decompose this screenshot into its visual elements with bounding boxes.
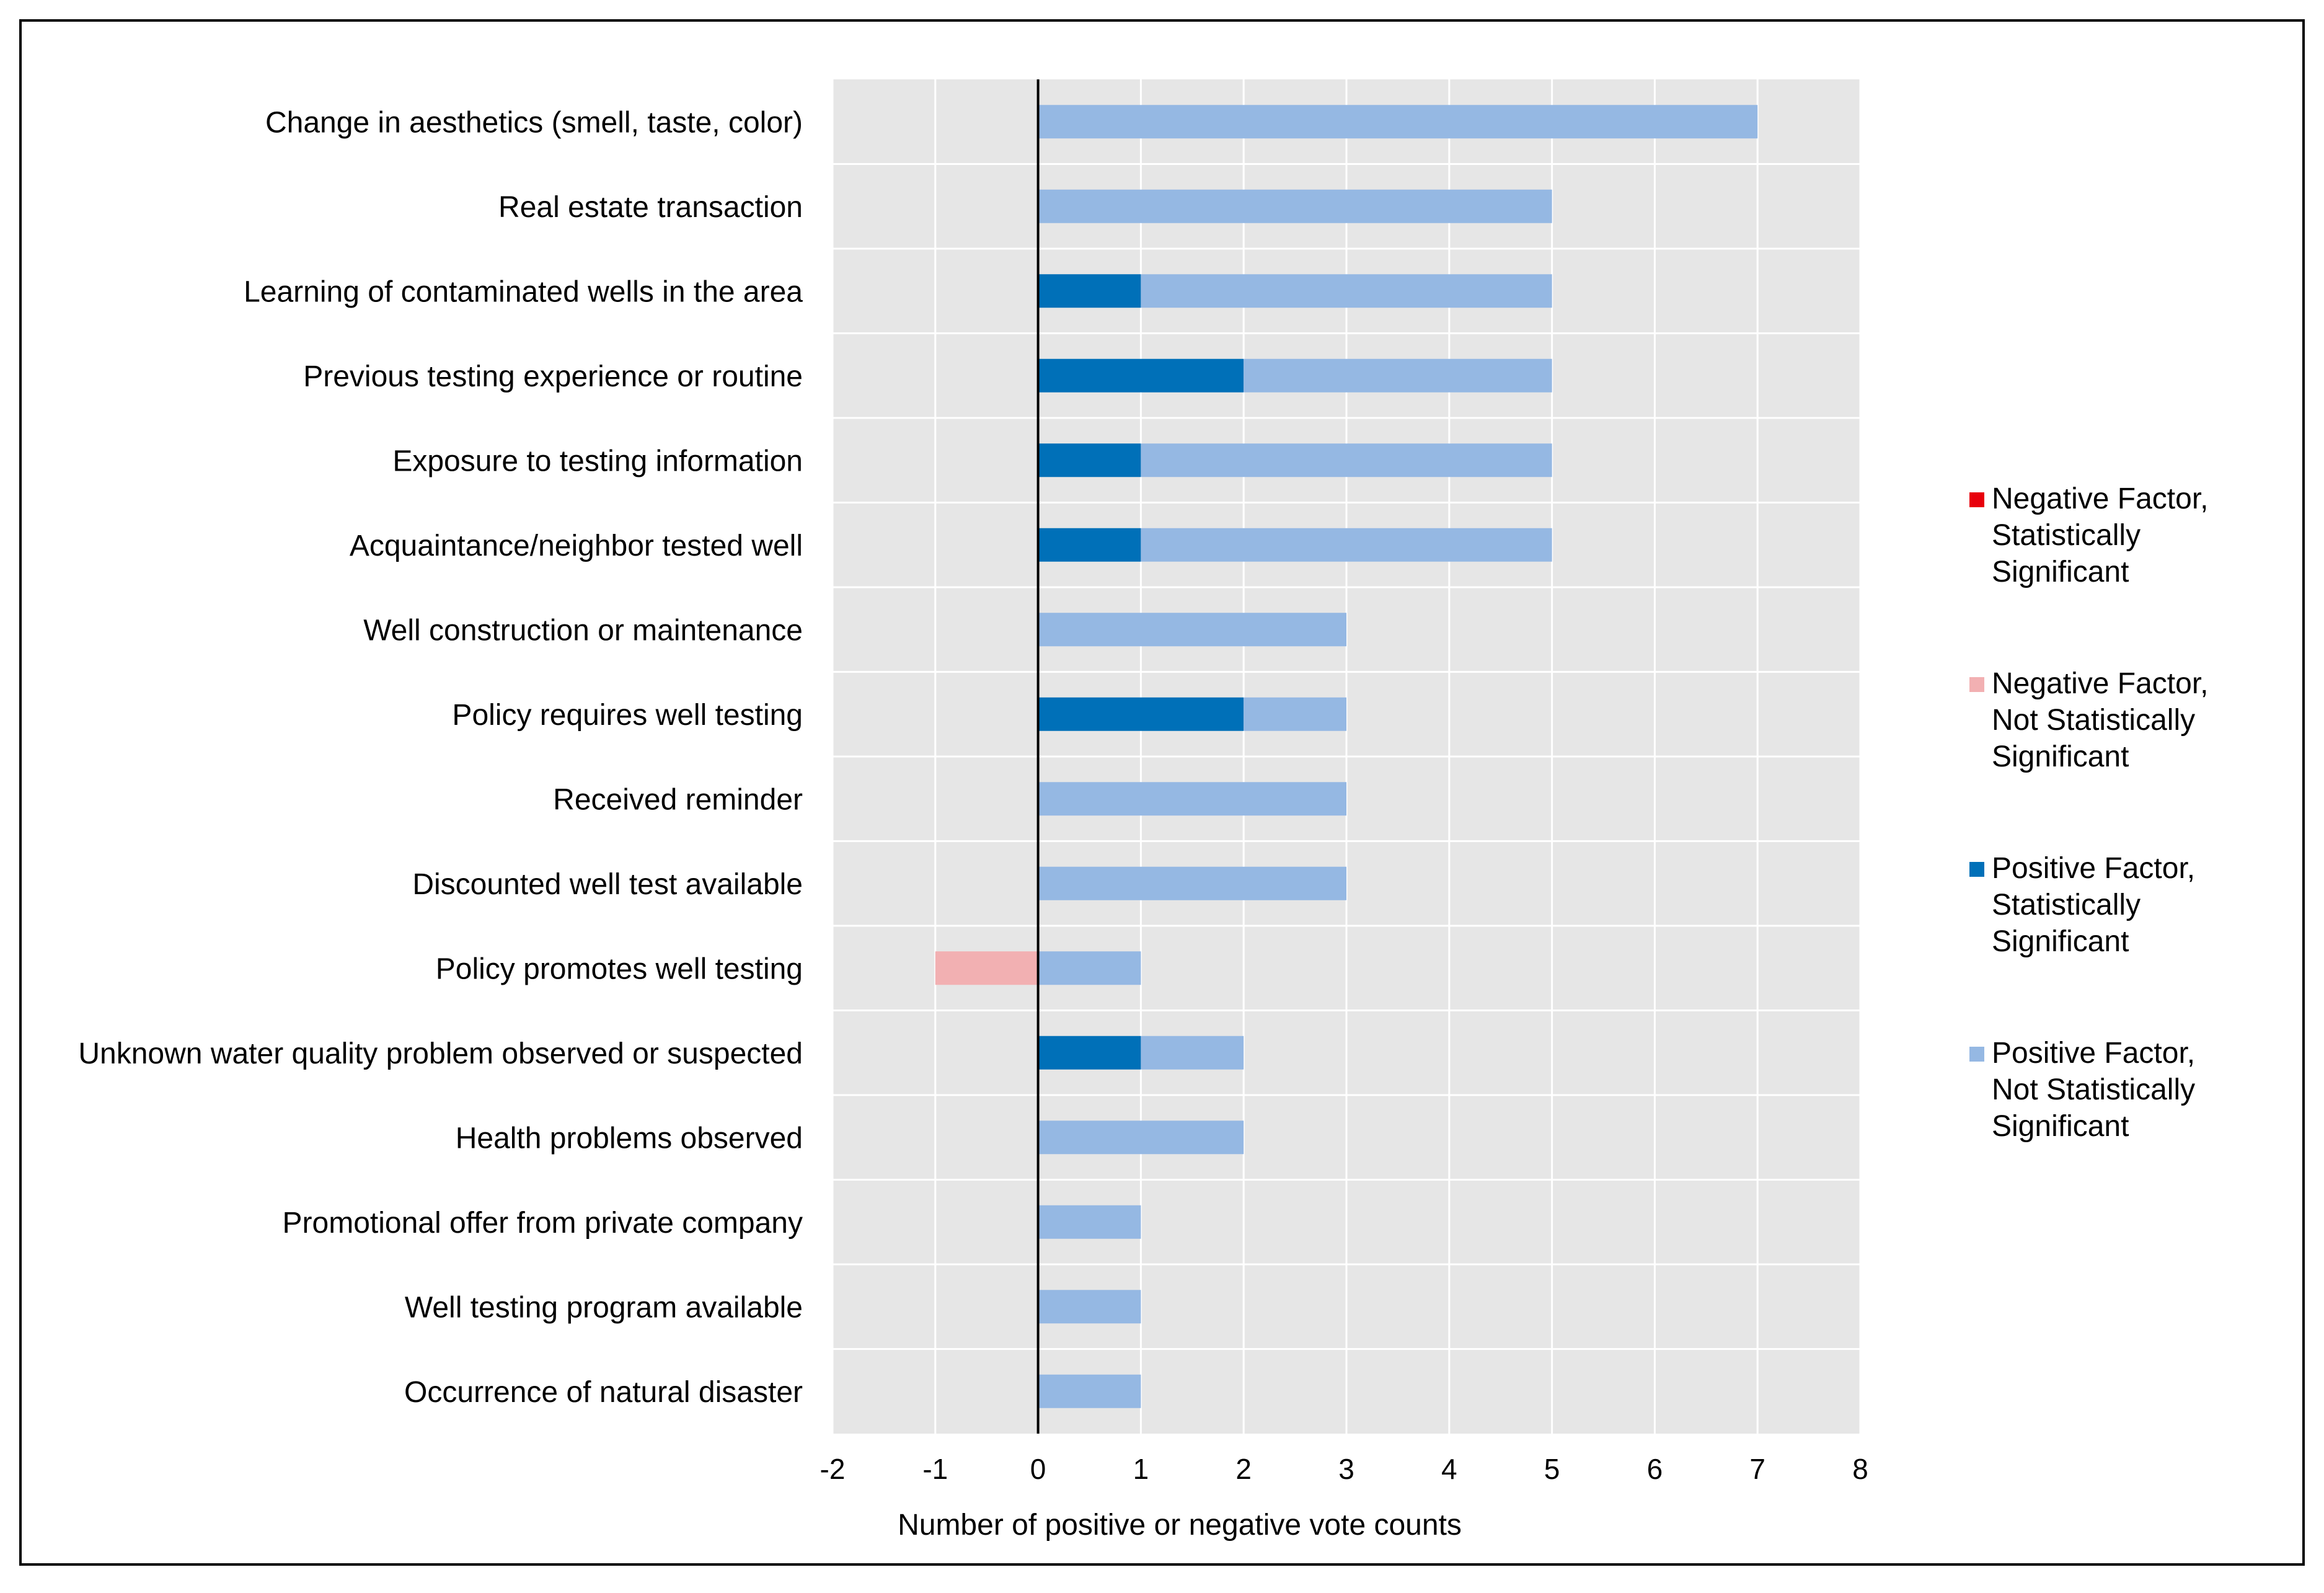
category-label: Learning of contaminated wells in the ar… [244,275,803,308]
bar-segment [1038,613,1346,647]
bar-segment [1038,274,1141,308]
x-axis-title: Number of positive or negative vote coun… [898,1509,1462,1542]
bar-segment [1244,358,1552,393]
legend-label: Positive Factor, [1992,852,2195,885]
bar-segment [1038,866,1346,900]
bar-segment [935,951,1038,985]
bar-segment [1141,1036,1244,1070]
category-label: Previous testing experience or routine [303,360,803,393]
x-tick-label: 2 [1235,1453,1252,1485]
legend-item: Positive Factor, Statistically Significant [1969,852,2195,958]
bar-segment [1038,782,1346,816]
x-tick-label: 3 [1338,1453,1354,1485]
bar-segment [1141,528,1552,562]
legend-label: Positive Factor, [1992,1037,2195,1070]
legend-swatch [1969,677,1984,692]
x-tick-label: 7 [1749,1453,1765,1485]
bar-segment [1038,1290,1141,1324]
x-tick-labels: -2 -1 0 1 2 3 4 5 6 7 8 [820,1453,1868,1485]
legend-label: Significant [1992,740,2129,773]
legend-swatch [1969,492,1984,507]
bar-segment [1244,697,1346,731]
legend-item: Negative Factor, Statistically Significant [1969,482,2209,588]
legend-swatch [1969,862,1984,877]
bar-segment [1141,274,1552,308]
category-label: Policy requires well testing [452,699,803,732]
bar-segment [1038,528,1141,562]
x-tick-label: 8 [1852,1453,1868,1485]
bar-segment [1038,1374,1141,1408]
legend-label: Negative Factor, [1992,667,2209,700]
bar-segment [1038,189,1552,223]
legend-label: Not Statistically [1992,704,2195,737]
legend: Negative Factor, Statistically Significant… [1969,482,2209,1143]
bar-segment [1141,443,1552,477]
x-tick-label: -1 [922,1453,948,1485]
category-label: Well testing program available [405,1291,803,1324]
category-label: Well construction or maintenance [363,614,803,647]
category-label: Exposure to testing information [392,445,803,477]
x-tick-label: 6 [1647,1453,1663,1485]
x-tick-label: 1 [1133,1453,1149,1485]
legend-label: Significant [1992,925,2129,958]
legend-label: Negative Factor, [1992,482,2209,515]
category-label: Received reminder [553,783,803,816]
bar-segment [1038,1205,1141,1239]
category-label: Unknown water quality problem observed o… [78,1037,803,1070]
legend-label: Statistically [1992,519,2141,552]
legend-label: Significant [1992,556,2129,588]
x-tick-label: 4 [1441,1453,1457,1485]
category-label: Policy promotes well testing [436,952,803,985]
category-label: Promotional offer from private company [283,1207,803,1240]
category-label: Acquaintance/neighbor tested well [350,530,803,562]
bars [935,105,1758,1408]
category-label: Change in aesthetics (smell, taste, colo… [265,106,803,139]
bar-segment [1038,951,1141,985]
category-label: Discounted well test available [412,868,803,901]
x-tick-label: 0 [1030,1453,1046,1485]
category-label: Real estate transaction [498,191,803,224]
legend-label: Not Statistically [1992,1073,2195,1106]
bar-segment [1038,1036,1141,1070]
bar-segment [1038,1120,1244,1155]
bar-segment [1038,105,1758,139]
legend-item: Negative Factor, Not StatisticallySignifi… [1969,667,2209,773]
x-tick-label: 5 [1544,1453,1560,1485]
legend-item: Positive Factor,Not Statistically Signifi… [1969,1037,2195,1143]
category-label: Occurrence of natural disaster [404,1376,803,1409]
category-label: Health problems observed [456,1122,803,1155]
bar-segment [1038,443,1141,477]
legend-label: Significant [1992,1110,2129,1143]
bar-segment [1038,697,1244,731]
legend-swatch [1969,1047,1984,1062]
category-labels: Change in aesthetics (smell, taste, colo… [78,106,803,1409]
x-tick-label: -2 [820,1453,846,1485]
legend-label: Statistically [1992,889,2141,921]
bar-segment [1038,358,1244,393]
